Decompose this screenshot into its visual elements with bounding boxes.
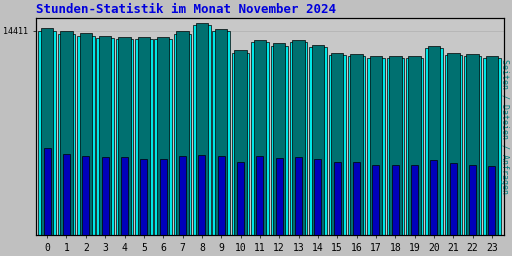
Bar [253, 40, 266, 236]
Bar [428, 46, 440, 236]
Bar [408, 56, 421, 236]
Bar [96, 38, 114, 236]
Bar [60, 31, 73, 236]
Bar [295, 157, 302, 236]
Bar [464, 56, 481, 236]
Bar [406, 58, 423, 236]
Bar [157, 37, 169, 236]
Bar [447, 52, 459, 236]
Bar [444, 55, 462, 236]
Bar [329, 55, 346, 236]
Bar [450, 164, 457, 236]
Bar [176, 31, 189, 236]
Bar [273, 44, 286, 236]
Bar [372, 165, 379, 236]
Bar [431, 161, 437, 236]
Bar [160, 159, 167, 236]
Bar [425, 48, 442, 236]
Bar [488, 166, 496, 236]
Bar [44, 148, 51, 236]
Bar [138, 37, 150, 236]
Bar [232, 52, 249, 236]
Bar [251, 42, 269, 236]
Bar [353, 162, 360, 236]
Bar [135, 39, 153, 236]
Bar [257, 156, 263, 236]
Bar [370, 56, 382, 236]
Bar [174, 34, 191, 236]
Bar [77, 36, 95, 236]
Bar [118, 37, 131, 236]
Bar [198, 155, 205, 236]
Bar [314, 159, 322, 236]
Bar [466, 54, 479, 236]
Bar [196, 23, 208, 236]
Bar [41, 28, 53, 236]
Bar [179, 156, 186, 236]
Bar [82, 156, 89, 236]
Text: Stunden-Statistik im Monat November 2024: Stunden-Statistik im Monat November 2024 [35, 3, 335, 16]
Bar [237, 162, 244, 236]
Bar [218, 156, 225, 236]
Bar [116, 39, 133, 236]
Bar [38, 31, 56, 236]
Bar [79, 33, 92, 236]
Bar [212, 31, 230, 236]
Bar [334, 162, 340, 236]
Bar [389, 56, 401, 236]
Bar [102, 157, 109, 236]
Bar [270, 46, 288, 236]
Bar [140, 159, 147, 236]
Bar [387, 58, 404, 236]
Bar [63, 154, 70, 236]
Bar [483, 58, 501, 236]
Bar [99, 36, 112, 236]
Bar [58, 34, 75, 236]
Bar [348, 56, 365, 236]
Bar [292, 40, 305, 236]
Bar [155, 39, 172, 236]
Bar [312, 45, 324, 236]
Bar [234, 50, 247, 236]
Bar [309, 47, 327, 236]
Bar [193, 25, 210, 236]
Bar [392, 165, 399, 236]
Bar [367, 58, 385, 236]
Bar [411, 165, 418, 236]
Bar [215, 29, 227, 236]
Bar [469, 165, 476, 236]
Bar [350, 54, 363, 236]
Y-axis label: Seiten / Dateien / Anfragen: Seiten / Dateien / Anfragen [500, 59, 509, 195]
Bar [331, 52, 344, 236]
Bar [276, 158, 283, 236]
Bar [290, 42, 307, 236]
Bar [486, 56, 498, 236]
Bar [121, 157, 128, 236]
